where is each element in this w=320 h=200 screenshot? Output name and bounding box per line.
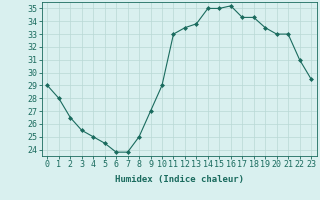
- X-axis label: Humidex (Indice chaleur): Humidex (Indice chaleur): [115, 175, 244, 184]
